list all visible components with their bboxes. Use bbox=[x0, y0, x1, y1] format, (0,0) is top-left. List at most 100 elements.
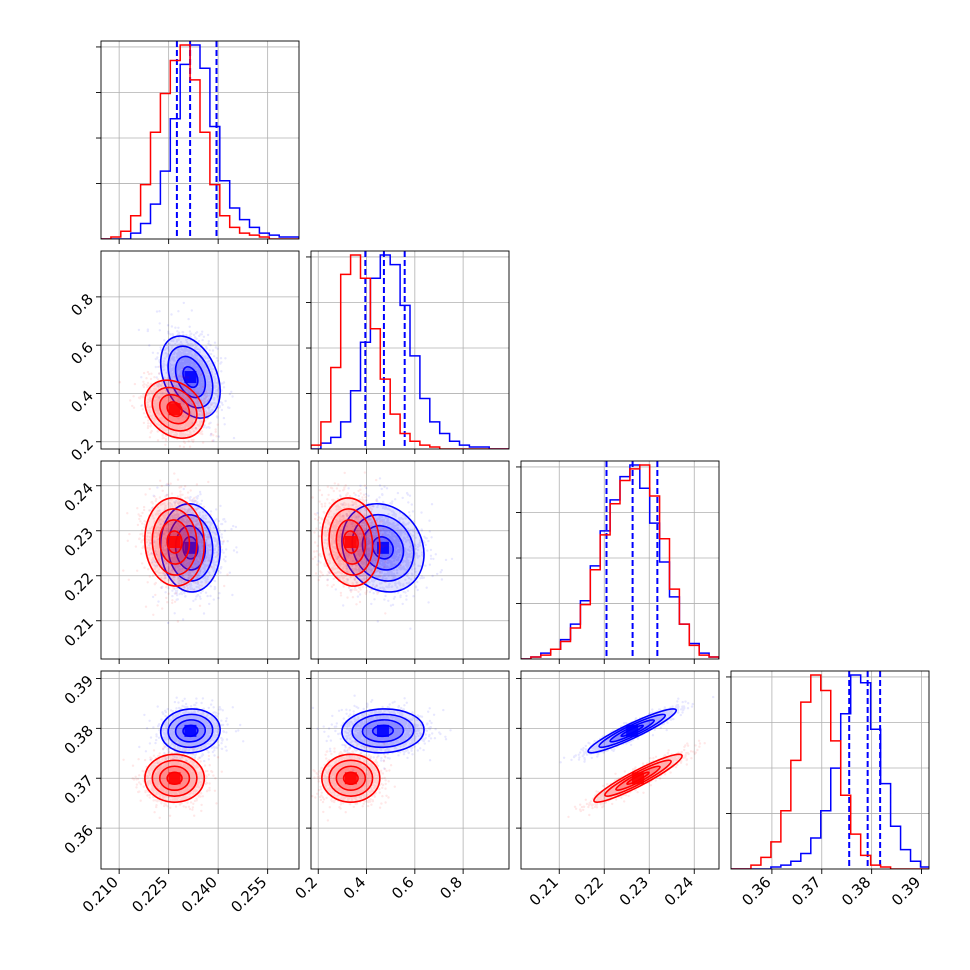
scatter-point bbox=[193, 417, 196, 420]
scatter-point bbox=[201, 366, 204, 369]
scatter-point bbox=[190, 410, 194, 413]
scatter-point bbox=[226, 540, 229, 543]
scatter-point bbox=[159, 384, 162, 387]
scatter-point bbox=[184, 425, 187, 428]
scatter-point bbox=[192, 389, 196, 392]
scatter-point bbox=[167, 345, 170, 349]
scatter-point bbox=[156, 409, 159, 412]
scatter-point bbox=[161, 437, 164, 440]
scatter-point bbox=[179, 393, 182, 396]
scatter-point bbox=[157, 423, 161, 427]
scatter-point bbox=[196, 406, 199, 409]
scatter-point bbox=[213, 401, 216, 405]
scatter-point bbox=[175, 390, 178, 394]
scatter-point bbox=[189, 420, 192, 424]
scatter-point bbox=[126, 539, 129, 542]
scatter-point bbox=[209, 365, 212, 369]
scatter-point bbox=[178, 378, 181, 382]
scatter-point bbox=[177, 326, 180, 329]
scatter-point bbox=[179, 340, 183, 344]
scatter-point bbox=[208, 426, 211, 429]
scatter-point bbox=[181, 348, 184, 352]
scatter-point bbox=[192, 397, 195, 400]
scatter-point bbox=[173, 389, 176, 393]
scatter-point bbox=[207, 381, 210, 384]
scatter-point bbox=[198, 587, 202, 590]
scatter-point bbox=[201, 360, 204, 363]
scatter-point bbox=[187, 399, 191, 402]
scatter-point bbox=[189, 418, 193, 421]
scatter-point bbox=[158, 390, 161, 393]
scatter-point bbox=[182, 445, 186, 449]
scatter-point bbox=[161, 405, 165, 409]
scatter-point bbox=[162, 393, 165, 396]
scatter-point bbox=[173, 600, 177, 603]
scatter-point bbox=[178, 378, 182, 382]
scatter-point bbox=[199, 370, 202, 373]
scatter-point bbox=[173, 388, 176, 392]
scatter-point bbox=[195, 391, 198, 394]
scatter-point bbox=[193, 412, 196, 415]
scatter-point bbox=[199, 379, 203, 382]
scatter-point bbox=[204, 366, 208, 369]
scatter-point bbox=[204, 591, 208, 594]
scatter-point bbox=[196, 390, 199, 393]
scatter-point bbox=[204, 400, 207, 403]
scatter-point bbox=[171, 417, 174, 420]
scatter-point bbox=[203, 401, 206, 404]
panel-content bbox=[101, 41, 299, 239]
scatter-point bbox=[146, 426, 150, 430]
scatter-point bbox=[179, 432, 183, 435]
scatter-point bbox=[147, 568, 150, 571]
scatter-point bbox=[181, 401, 184, 404]
scatter-point bbox=[158, 385, 161, 389]
scatter-point bbox=[191, 344, 194, 348]
scatter-point bbox=[232, 524, 235, 528]
scatter-point bbox=[175, 392, 178, 395]
scatter-point bbox=[142, 384, 145, 387]
scatter-point bbox=[191, 440, 195, 443]
scatter-point bbox=[221, 403, 224, 406]
scatter-point bbox=[173, 381, 176, 385]
scatter-point bbox=[171, 419, 175, 422]
scatter-point bbox=[189, 343, 192, 346]
scatter-point bbox=[191, 362, 194, 365]
scatter-point bbox=[122, 569, 125, 572]
scatter-point bbox=[168, 362, 172, 366]
scatter-point bbox=[186, 399, 189, 403]
scatter-point bbox=[128, 532, 131, 536]
scatter-point bbox=[170, 431, 173, 434]
scatter-point bbox=[162, 409, 165, 412]
scatter-point bbox=[169, 368, 172, 372]
scatter-point bbox=[198, 360, 201, 364]
scatter-point bbox=[175, 399, 179, 402]
scatter-point bbox=[198, 351, 201, 354]
scatter-point bbox=[178, 426, 181, 429]
scatter-point bbox=[230, 527, 233, 531]
scatter-point bbox=[148, 391, 151, 395]
scatter-point bbox=[213, 375, 216, 378]
scatter-point bbox=[172, 417, 175, 420]
scatter-point bbox=[158, 322, 161, 325]
scatter-point bbox=[163, 403, 166, 407]
scatter-point bbox=[162, 436, 165, 440]
scatter-point bbox=[164, 411, 167, 414]
scatter-point bbox=[216, 554, 219, 557]
scatter-point bbox=[190, 349, 193, 353]
scatter-point bbox=[171, 425, 175, 428]
scatter-point bbox=[234, 525, 238, 529]
scatter-point bbox=[161, 389, 164, 392]
scatter-point bbox=[206, 385, 209, 388]
y-tick-label: 0.8 bbox=[67, 290, 97, 320]
scatter-point bbox=[183, 434, 187, 438]
scatter-point bbox=[204, 397, 207, 400]
scatter-point bbox=[170, 364, 173, 367]
scatter-point bbox=[207, 532, 210, 535]
scatter-point bbox=[206, 399, 210, 402]
scatter-point bbox=[178, 426, 181, 429]
scatter-point bbox=[175, 426, 178, 429]
scatter-point bbox=[181, 412, 185, 416]
scatter-point bbox=[199, 378, 202, 381]
scatter-point bbox=[196, 405, 200, 409]
scatter-point bbox=[198, 503, 202, 506]
